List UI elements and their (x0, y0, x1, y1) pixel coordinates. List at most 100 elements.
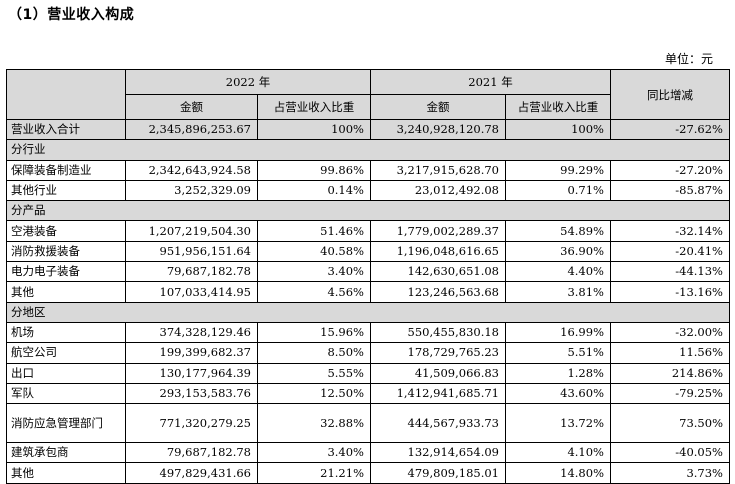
share-2021: 16.99% (505, 321, 611, 344)
share-2022: 99.86% (257, 159, 371, 181)
share-2022: 3.40% (257, 442, 371, 464)
share-2022: 8.50% (257, 342, 371, 364)
yoy-change: 73.50% (610, 403, 730, 444)
amount-2022: 374,328,129.46 (125, 321, 258, 344)
amount-2022: 2,342,643,924.58 (125, 159, 258, 181)
header-share-2022: 占营业收入比重 (257, 94, 371, 120)
table-row: 保障装备制造业 2,342,643,924.58 99.86% 3,217,915,6… (6, 159, 730, 181)
yoy-change: -85.87% (610, 179, 730, 202)
table-row: 建筑承包商 79,687,182.78 3.40% 132,914,654.09 4.1… (6, 442, 730, 464)
amount-2021: 23,012,492.08 (370, 179, 506, 202)
row-label: 机场 (6, 321, 126, 344)
row-label: 营业收入合计 (6, 118, 126, 141)
table-row: 消防救援装备 951,956,151.64 40.58% 1,196,048,616.… (6, 240, 730, 263)
amount-2022: 497,829,431.66 (125, 462, 258, 484)
amount-2021: 444,567,933.73 (370, 403, 506, 444)
yoy-change: 214.86% (610, 362, 730, 384)
section-label: 分行业 (6, 139, 730, 161)
amount-2022: 771,320,279.25 (125, 403, 258, 444)
revenue-table: 2022 年 2021 年 同比增减 金额 占营业收入比重 金额 占营业收入比重… (6, 69, 730, 484)
row-label: 保障装备制造业 (6, 159, 126, 181)
table-row: 其他行业 3,252,329.09 0.14% 23,012,492.08 0.71% -… (6, 179, 730, 202)
amount-2022: 199,399,682.37 (125, 342, 258, 364)
row-label: 空港装备 (6, 220, 126, 242)
share-2021: 4.40% (505, 261, 611, 283)
table-row: 空港装备 1,207,219,504.30 51.46% 1,779,002,289.… (6, 220, 730, 242)
row-label: 其他 (6, 462, 126, 484)
table-row: 消防应急管理部门 771,320,279.25 32.88% 444,567,933.… (6, 403, 730, 444)
header-amount-2021: 金额 (370, 94, 506, 120)
share-2022: 32.88% (257, 403, 371, 444)
yoy-change: 11.56% (610, 342, 730, 364)
section-label: 分产品 (6, 200, 730, 222)
header-year-2022: 2022 年 (125, 69, 371, 95)
amount-2022: 130,177,964.39 (125, 362, 258, 384)
share-2021: 14.80% (505, 462, 611, 484)
share-2021: 13.72% (505, 403, 611, 444)
row-label: 其他 (6, 281, 126, 303)
total-row: 营业收入合计 2,345,896,253.67 100% 3,240,928,120.… (6, 118, 730, 141)
amount-2022: 1,207,219,504.30 (125, 220, 258, 242)
yoy-change: -44.13% (610, 261, 730, 283)
header-blank (6, 69, 126, 120)
yoy-change: 3.73% (610, 462, 730, 484)
share-2022: 40.58% (257, 240, 371, 263)
row-label: 出口 (6, 362, 126, 384)
section-title: （1）营业收入构成 (8, 7, 135, 23)
amount-2022: 293,153,583.76 (125, 382, 258, 405)
amount-2021: 479,809,185.01 (370, 462, 506, 484)
section-row: 分行业 (6, 139, 730, 161)
amount-2022: 107,033,414.95 (125, 281, 258, 303)
section-row: 分产品 (6, 200, 730, 222)
amount-2022: 79,687,182.78 (125, 261, 258, 283)
share-2021: 36.90% (505, 240, 611, 263)
share-2021: 5.51% (505, 342, 611, 364)
table-row: 其他 107,033,414.95 4.56% 123,246,563.68 3.81%… (6, 281, 730, 303)
yoy-change: -32.00% (610, 321, 730, 344)
amount-2021: 178,729,765.23 (370, 342, 506, 364)
share-2021: 100% (505, 118, 611, 141)
row-label: 建筑承包商 (6, 442, 126, 464)
share-2022: 0.14% (257, 179, 371, 202)
share-2022: 5.55% (257, 362, 371, 384)
table-row: 机场 374,328,129.46 15.96% 550,455,830.18 16.9… (6, 321, 730, 344)
amount-2021: 142,630,651.08 (370, 261, 506, 283)
amount-2021: 123,246,563.68 (370, 281, 506, 303)
amount-2021: 3,240,928,120.78 (370, 118, 506, 141)
header-year-2021: 2021 年 (370, 69, 611, 95)
unit-label: 单位：元 (664, 52, 713, 66)
amount-2021: 1,779,002,289.37 (370, 220, 506, 242)
share-2021: 0.71% (505, 179, 611, 202)
section-row: 分地区 (6, 301, 730, 323)
amount-2021: 550,455,830.18 (370, 321, 506, 344)
row-label: 其他行业 (6, 179, 126, 202)
amount-2022: 79,687,182.78 (125, 442, 258, 464)
yoy-change: -32.14% (610, 220, 730, 242)
row-label: 消防应急管理部门 (6, 403, 126, 444)
row-label: 军队 (6, 382, 126, 405)
section-label: 分地区 (6, 301, 730, 323)
header-share-2021: 占营业收入比重 (505, 94, 611, 120)
amount-2022: 3,252,329.09 (125, 179, 258, 202)
yoy-change: -13.16% (610, 281, 730, 303)
yoy-change: -27.62% (610, 118, 730, 141)
share-2021: 99.29% (505, 159, 611, 181)
row-label: 消防救援装备 (6, 240, 126, 263)
table-row: 其他 497,829,431.66 21.21% 479,809,185.01 14.8… (6, 462, 730, 484)
share-2021: 54.89% (505, 220, 611, 242)
row-label: 航空公司 (6, 342, 126, 364)
amount-2021: 132,914,654.09 (370, 442, 506, 464)
amount-2021: 41,509,066.83 (370, 362, 506, 384)
yoy-change: -27.20% (610, 159, 730, 181)
share-2021: 3.81% (505, 281, 611, 303)
share-2022: 21.21% (257, 462, 371, 484)
share-2022: 15.96% (257, 321, 371, 344)
table-row: 出口 130,177,964.39 5.55% 41,509,066.83 1.28% 2… (6, 362, 730, 384)
share-2021: 43.60% (505, 382, 611, 405)
share-2022: 100% (257, 118, 371, 141)
yoy-change: -40.05% (610, 442, 730, 464)
share-2021: 1.28% (505, 362, 611, 384)
share-2022: 51.46% (257, 220, 371, 242)
yoy-change: -79.25% (610, 382, 730, 405)
header-yoy: 同比增减 (610, 69, 730, 120)
